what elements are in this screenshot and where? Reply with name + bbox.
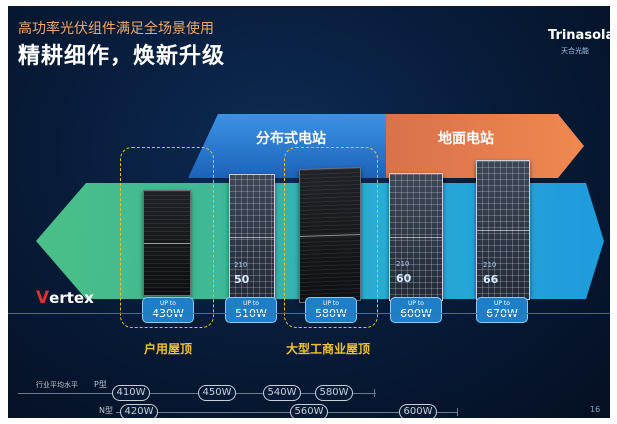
- badge-power-2: 510W: [235, 307, 267, 320]
- timeline-n-end: [457, 408, 458, 416]
- module-panel-2: 210 50: [229, 174, 275, 300]
- baseline-divider: [8, 313, 610, 314]
- badge-power-1: 430W: [152, 307, 184, 320]
- category-ground: 地面电站: [438, 131, 494, 147]
- n-type-value-1: 420W: [120, 404, 158, 418]
- page-number: 16: [590, 405, 601, 414]
- power-badge-2: UP to 510W: [225, 297, 277, 323]
- module-5-cells: 66: [483, 273, 499, 286]
- n-type-value-2: 560W: [290, 404, 328, 418]
- module-4-code: 210: [396, 260, 410, 268]
- distributed-band: [188, 114, 386, 178]
- badge-power-3: 580W: [315, 307, 347, 320]
- brand-logo-text: Trinasolar: [548, 28, 610, 43]
- residential-highlight-box: [120, 147, 214, 328]
- badge-power-4: 600W: [400, 307, 432, 320]
- slide-title: 精耕细作，焕新升级: [18, 44, 226, 69]
- p-type-value-3: 540W: [263, 385, 301, 401]
- power-badge-3: UP to 580W: [305, 297, 357, 323]
- badge-upto-5: UP to: [494, 300, 510, 307]
- power-badge-1: UP to 430W: [142, 297, 194, 323]
- module-5-code: 210: [483, 261, 497, 269]
- module-4-cells: 60: [396, 272, 412, 285]
- p-type-value-1: 410W: [112, 385, 150, 401]
- commercial-highlight-box: [284, 147, 378, 328]
- module-panel-4: 210 60: [389, 173, 443, 301]
- slide-subtitle: 高功率光伏组件满足全场景使用: [18, 21, 214, 37]
- power-badge-4: UP to 600W: [390, 297, 442, 323]
- brand-logo-subtext: 天合光能: [561, 47, 589, 55]
- badge-upto-4: UP to: [408, 300, 424, 307]
- vertex-logo: Vertex: [36, 288, 94, 308]
- p-type-value-4: 580W: [315, 385, 353, 401]
- timeline-label: 行业平均水平: [36, 381, 78, 389]
- vertex-logo-rest: ertex: [49, 289, 94, 307]
- n-type-value-3: 600W: [399, 404, 437, 418]
- module-2-cells: 50: [234, 273, 250, 286]
- vertex-logo-v: V: [36, 288, 50, 308]
- badge-upto-1: UP to: [160, 300, 176, 307]
- badge-power-5: 670W: [486, 307, 518, 320]
- application-residential: 户用屋顶: [144, 342, 193, 356]
- timeline-p-label: P型: [94, 380, 107, 389]
- category-distributed: 分布式电站: [256, 131, 326, 147]
- badge-upto-3: UP to: [323, 300, 339, 307]
- timeline-n-line: [116, 412, 458, 413]
- module-panel-1: [143, 190, 191, 296]
- application-commercial: 大型工商业屋顶: [286, 342, 371, 356]
- badge-upto-2: UP to: [243, 300, 259, 307]
- slide: 高功率光伏组件满足全场景使用 精耕细作，焕新升级 Trinasolar 天合光能…: [8, 6, 610, 418]
- ground-band: [386, 114, 584, 178]
- p-type-value-2: 450W: [198, 385, 236, 401]
- power-badge-5: UP to 670W: [476, 297, 528, 323]
- module-panel-3: [299, 166, 361, 304]
- module-2-code: 210: [234, 261, 248, 269]
- timeline-n-label: N型: [99, 406, 113, 415]
- timeline-p-end: [374, 389, 375, 397]
- module-panel-5: 210 66: [476, 160, 530, 300]
- timeline-p-line: [18, 393, 376, 394]
